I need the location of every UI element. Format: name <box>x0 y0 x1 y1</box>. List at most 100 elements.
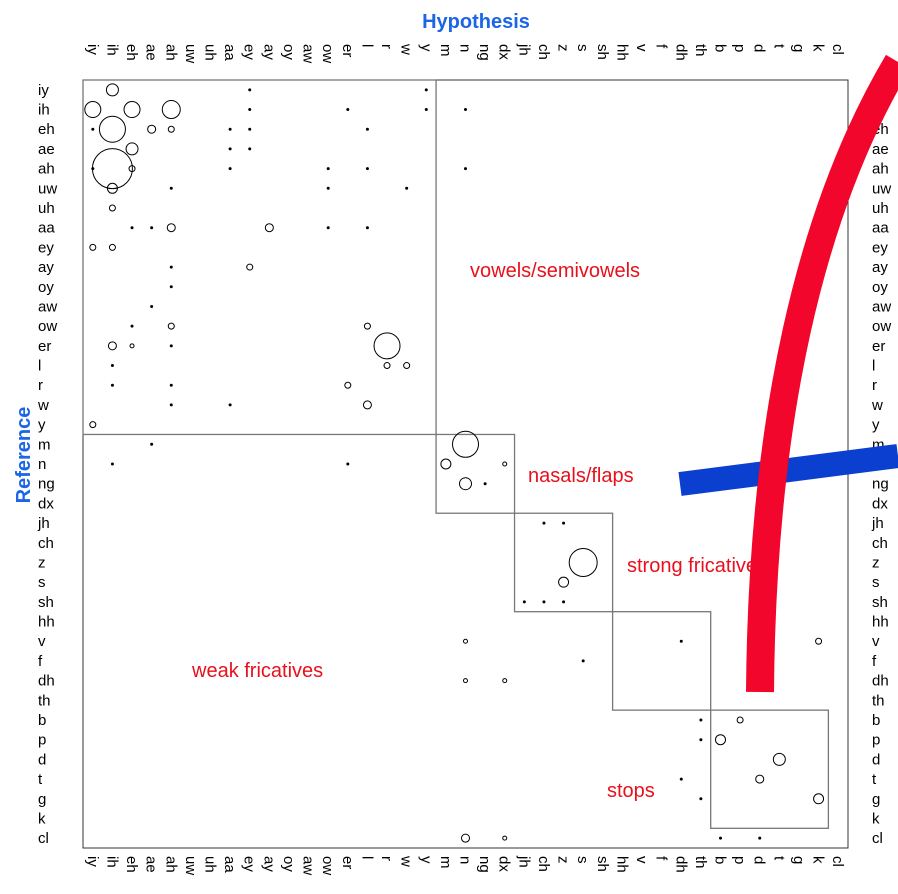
bubble <box>89 421 97 429</box>
bubble <box>715 734 726 746</box>
y-tick-label: v <box>38 633 46 650</box>
x-tick-label-bottom: ae <box>143 856 160 873</box>
bubble <box>228 127 232 131</box>
x-tick-label: uw <box>182 44 199 63</box>
bubble <box>125 142 139 156</box>
bubble <box>108 243 116 251</box>
y-tick-label: f <box>38 653 43 670</box>
y-tick-label-right: l <box>872 358 875 375</box>
plot-frame <box>82 79 849 849</box>
group-label: vowels/semivowels <box>470 260 640 282</box>
bubble <box>365 167 369 171</box>
y-tick-label: ae <box>38 141 55 158</box>
y-tick-label: dx <box>38 495 54 512</box>
x-tick-label: eh <box>123 44 140 61</box>
x-tick-label-bottom: uh <box>202 856 219 873</box>
x-tick-label-bottom: l <box>358 856 375 859</box>
group-box <box>513 512 614 613</box>
bubble <box>502 835 508 841</box>
x-tick-label: aw <box>300 44 317 63</box>
x-tick-label: ae <box>143 44 160 61</box>
x-tick-label: d <box>751 44 768 52</box>
bubble <box>91 148 133 190</box>
x-tick-label-bottom: s <box>574 856 591 864</box>
y-tick-label-right: b <box>872 712 880 729</box>
bubble <box>91 167 95 171</box>
y-tick-label-right: ey <box>872 239 888 256</box>
x-tick-label-bottom: aw <box>300 856 317 875</box>
bubble <box>424 88 428 92</box>
y-tick-label-right: k <box>872 810 880 827</box>
y-tick-label-right: th <box>872 692 885 709</box>
y-tick-label: t <box>38 771 43 788</box>
x-tick-label-bottom: d <box>751 856 768 864</box>
x-tick-label: t <box>770 44 787 49</box>
y-tick-label-right: ng <box>872 476 889 493</box>
y-tick-label: m <box>38 436 51 453</box>
y-tick-label-right: ch <box>872 535 888 552</box>
overlay-stroke <box>746 54 898 693</box>
bubble <box>110 462 114 466</box>
x-tick-label-bottom: t <box>770 856 787 861</box>
bubble <box>405 186 409 190</box>
y-tick-label-right: d <box>872 751 880 768</box>
x-tick-label-bottom: dh <box>672 856 689 873</box>
y-tick-label-right: ae <box>872 141 889 158</box>
x-tick-label: p <box>731 44 748 52</box>
y-tick-label-right: oy <box>872 279 888 296</box>
bubble <box>699 718 703 722</box>
y-tick-label: l <box>38 358 41 375</box>
bubble <box>813 793 825 805</box>
bubble <box>562 600 566 604</box>
x-tick-label-bottom: ch <box>535 856 552 872</box>
y-tick-label: ng <box>38 476 55 493</box>
x-tick-label-bottom: p <box>731 856 748 864</box>
y-tick-label: er <box>38 338 51 355</box>
x-tick-label-bottom: oy <box>280 856 297 872</box>
x-tick-label: ay <box>260 44 277 60</box>
x-tick-label: n <box>457 44 474 52</box>
x-tick-label-bottom: ih <box>103 856 120 868</box>
y-tick-label-right: r <box>872 377 877 394</box>
bubble <box>815 637 823 645</box>
bubble <box>699 738 703 742</box>
bubble <box>365 226 369 230</box>
x-tick-label-bottom: ng <box>476 856 493 873</box>
bubble <box>169 344 173 348</box>
x-tick-label: th <box>692 44 709 57</box>
bubble <box>161 100 181 120</box>
bubble <box>128 165 136 173</box>
x-tick-label-bottom: eh <box>123 856 140 873</box>
x-tick-label: ng <box>476 44 493 61</box>
bubble <box>403 362 411 370</box>
x-tick-label: uh <box>202 44 219 61</box>
y-tick-label: ow <box>38 318 57 335</box>
bubble <box>755 774 765 784</box>
bubble <box>248 147 252 151</box>
bubble <box>123 101 141 119</box>
x-tick-label: hh <box>613 44 630 61</box>
x-tick-label-bottom: v <box>633 856 650 864</box>
bubble <box>98 115 126 143</box>
chart-title: Hypothesis <box>422 11 530 33</box>
bubble <box>110 364 114 368</box>
x-tick-label: z <box>555 44 572 52</box>
bubble <box>147 124 157 134</box>
y-tick-label-right: uw <box>872 180 891 197</box>
x-tick-label: cl <box>829 44 846 55</box>
bubble <box>326 167 330 171</box>
y-tick-label-right: aa <box>872 220 889 237</box>
x-tick-label-bottom: k <box>810 856 827 864</box>
x-tick-label-bottom: dx <box>496 856 513 872</box>
y-tick-label-right: dx <box>872 495 888 512</box>
y-tick-label: uh <box>38 200 55 217</box>
bubble <box>483 482 487 486</box>
bubble <box>169 186 173 190</box>
x-tick-label-bottom: iy <box>84 856 101 867</box>
bubble <box>373 332 401 360</box>
y-tick-label-right: ay <box>872 259 888 276</box>
x-tick-label: l <box>358 44 375 47</box>
bubble <box>344 381 352 389</box>
x-tick-label: b <box>712 44 729 52</box>
overlay-stroke <box>678 444 898 496</box>
